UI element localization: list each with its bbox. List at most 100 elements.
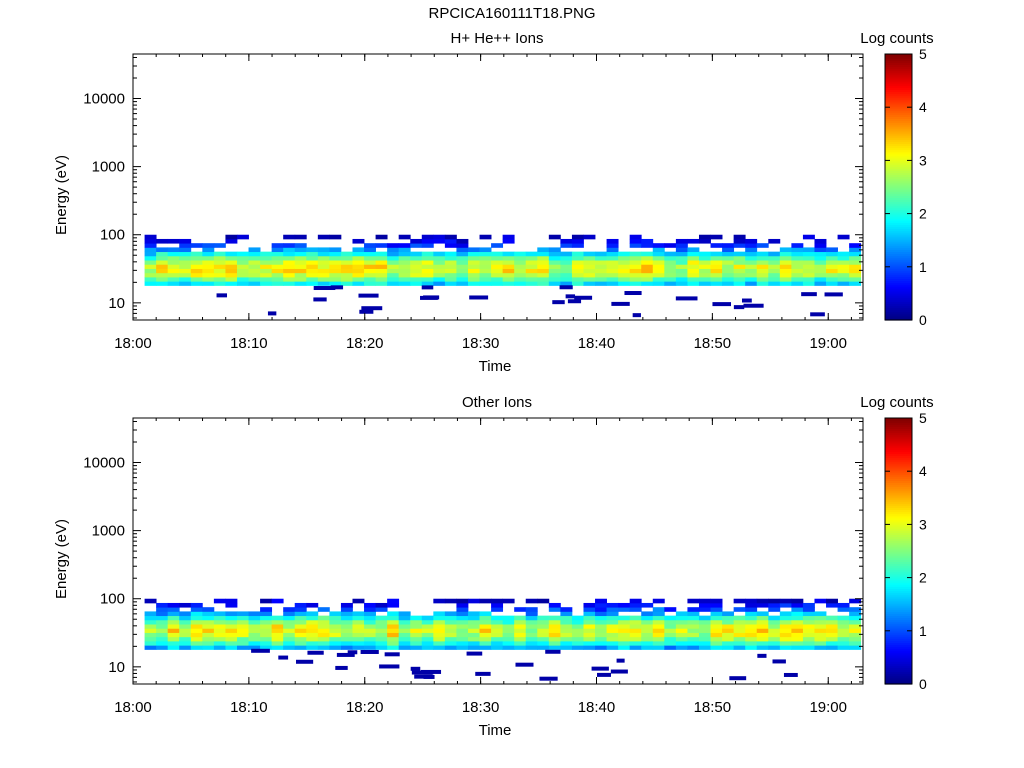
spectrogram-cell [144, 624, 157, 629]
spectrogram-cell [236, 615, 249, 621]
spectrogram-cell [687, 238, 700, 244]
colorbar-segment [885, 553, 912, 556]
spectrogram-cell [236, 641, 249, 646]
spectrogram-cell [791, 264, 804, 269]
spectrogram-cell [698, 251, 711, 257]
spectrogram-cell [144, 611, 157, 617]
spectrogram-cell [467, 624, 480, 629]
spectrogram-cell [583, 619, 596, 625]
spectrogram-cell [722, 624, 735, 629]
spectrogram-cell [202, 624, 215, 629]
spectrogram-cell [387, 264, 400, 269]
spectrogram-cell [190, 636, 203, 642]
spectrogram-cell [652, 619, 665, 625]
spectrogram-cell [167, 281, 180, 286]
spectrogram-cell [606, 628, 619, 633]
spectrogram-cell [733, 624, 746, 629]
spectrogram-cell [167, 632, 180, 638]
spectrogram-cell [213, 272, 226, 278]
spectrogram-cell [849, 611, 862, 617]
spectrogram-cell [756, 641, 769, 646]
spectrogram-cell [698, 234, 711, 240]
spectrogram-cell [144, 238, 157, 244]
spectrogram-cell [294, 645, 307, 650]
spectrogram-cell [283, 611, 296, 617]
spectrogram-cell [814, 611, 827, 617]
spectrogram-cell [329, 277, 342, 282]
spectrogram-cell [364, 260, 376, 265]
spectrogram-cell [560, 238, 573, 244]
spectrogram-cell [571, 619, 584, 625]
spectrogram-cell [698, 615, 711, 621]
spectrogram-cell [375, 628, 388, 633]
spectrogram-cell [574, 295, 593, 300]
spectrogram-cell [352, 247, 365, 253]
spectrogram-cell [675, 624, 688, 629]
colorbar-segment [885, 445, 912, 448]
spectrogram-cell [618, 607, 631, 612]
spectrogram-cell [560, 277, 573, 282]
colorbar-segment [885, 675, 912, 679]
spectrogram-cell [361, 306, 383, 311]
colorbar-segment [885, 149, 912, 153]
spectrogram-cell [837, 607, 850, 612]
spectrogram-cell [745, 268, 758, 274]
colorbar-segment [885, 513, 912, 517]
spectrogram-cell [444, 598, 457, 604]
spectrogram-cell [618, 277, 631, 282]
colorbar-segment [885, 571, 912, 575]
spectrogram-cell [190, 645, 203, 650]
spectrogram-cell [364, 602, 376, 608]
spectrogram-cell [560, 636, 573, 642]
spectrogram-cell [467, 264, 480, 269]
spectrogram-cell [190, 628, 203, 633]
spectrogram-cell [629, 607, 642, 612]
spectrogram-cell [398, 281, 411, 286]
spectrogram-cell [248, 251, 261, 257]
colorbar-segment [885, 85, 912, 88]
spectrogram-cell [514, 272, 527, 278]
spectrogram-cell [456, 255, 469, 261]
spectrogram-cell [317, 277, 330, 282]
spectrogram-cell [306, 624, 319, 629]
spectrogram-cell [525, 611, 538, 617]
colorbar-segment [885, 480, 912, 484]
spectrogram-cell [502, 598, 515, 604]
spectrogram-cell [410, 641, 423, 646]
spectrogram-cell [779, 247, 792, 253]
spectrogram-cell [421, 264, 434, 269]
spectrogram-cell [456, 632, 469, 638]
spectrogram-cell [664, 619, 677, 625]
spectrogram-cell [306, 645, 319, 650]
spectrogram-cell [745, 281, 758, 286]
spectrogram-cell [537, 281, 550, 286]
spectrogram-cell [675, 251, 688, 257]
colorbar-segment [885, 189, 912, 192]
spectrogram-cell [548, 628, 561, 633]
spectrogram-cell [467, 628, 480, 633]
spectrogram-cell [444, 611, 457, 617]
spectrogram-cell [467, 619, 480, 625]
spectrogram-cell [664, 272, 677, 278]
colorbar-segment [885, 313, 912, 317]
spectrogram-cell [826, 272, 838, 278]
spectrogram-cell [190, 611, 203, 617]
spectrogram-cell [340, 632, 353, 638]
spectrogram-cell [571, 238, 584, 244]
colorbar-segment [885, 615, 912, 619]
spectrogram-cell [364, 628, 376, 633]
spectrogram-cell [802, 624, 815, 629]
spectrogram-cell [307, 650, 324, 655]
spectrogram-cell [475, 671, 491, 676]
spectrogram-cell [283, 628, 296, 633]
spectrogram-cell [179, 272, 192, 278]
spectrogram-cell [225, 264, 238, 269]
spectrogram-cell [317, 255, 330, 261]
spectrogram-cell [502, 645, 515, 650]
spectrogram-cell [294, 619, 307, 625]
spectrogram-cell [768, 260, 781, 265]
spectrogram-cell [364, 281, 376, 286]
spectrogram-cell [849, 628, 862, 633]
spectrogram-cell [479, 251, 492, 257]
spectrogram-cell [271, 624, 284, 629]
